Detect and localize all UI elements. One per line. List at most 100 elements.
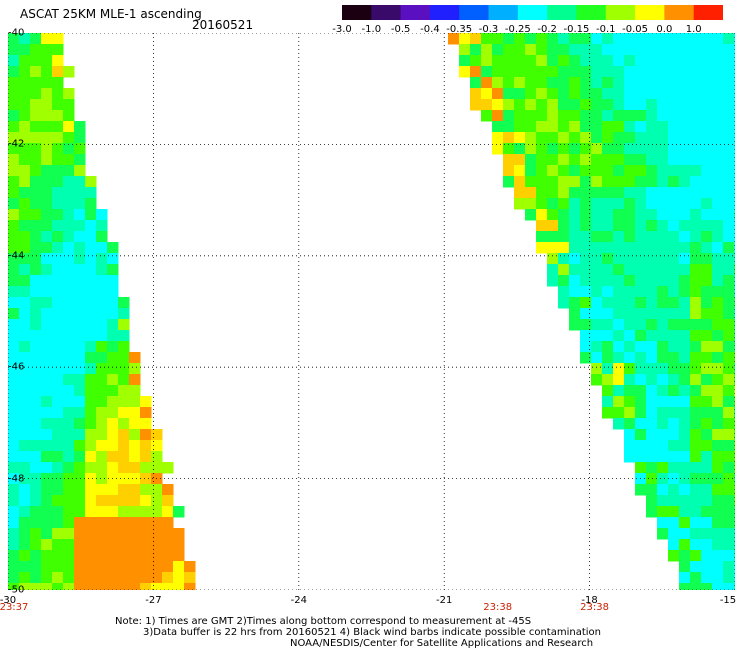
swath-cell — [52, 77, 64, 89]
swath-cell — [734, 583, 735, 590]
swath-cell — [8, 198, 20, 210]
swath-cell — [701, 143, 713, 155]
swath-cell — [668, 99, 680, 111]
swath-cell — [690, 242, 702, 254]
swath-cell — [569, 297, 581, 309]
swath-cell — [41, 363, 53, 375]
colorbar-label: -1.0 — [361, 24, 382, 35]
swath-cell — [41, 33, 53, 45]
swath-cell — [151, 484, 163, 496]
swath-cell — [646, 33, 658, 45]
swath-cell — [107, 517, 119, 529]
swath-cell — [635, 374, 647, 386]
swath-cell — [525, 187, 537, 199]
swath-cell — [613, 242, 625, 254]
swath-cell — [118, 297, 130, 309]
swath-cell — [679, 352, 691, 364]
swath-cell — [514, 165, 526, 177]
swath-cell — [734, 286, 735, 298]
swath-cell — [129, 539, 141, 551]
swath-cell — [492, 132, 504, 144]
swath-cell — [668, 286, 680, 298]
swath-cell — [690, 198, 702, 210]
swath-cell — [668, 341, 680, 353]
swath-cell — [712, 220, 724, 232]
swath-cell — [690, 451, 702, 463]
swath-cell — [723, 363, 735, 375]
swath-cell — [41, 396, 53, 408]
swath-cell — [8, 506, 20, 518]
swath-cell — [591, 308, 603, 320]
swath-cell — [701, 176, 713, 188]
swath-cell — [30, 44, 42, 56]
swath-cell — [690, 33, 702, 45]
swath-cell — [85, 550, 97, 562]
swath-cell — [514, 176, 526, 188]
swath-cell — [690, 264, 702, 276]
swath-cell — [52, 33, 64, 45]
longitude-label: -21 — [436, 595, 453, 606]
swath-cell — [723, 462, 735, 474]
swath-cell — [723, 341, 735, 353]
latitude-label: -48 — [8, 473, 25, 485]
swath-cell — [140, 495, 152, 507]
swath-cell — [558, 88, 570, 100]
swath-cell — [734, 330, 735, 342]
swath-cell — [657, 308, 669, 320]
swath-cell — [96, 451, 108, 463]
swath-cell — [701, 66, 713, 78]
swath-cell — [30, 99, 42, 111]
swath-cell — [679, 330, 691, 342]
swath-cell — [657, 209, 669, 221]
swath-cell — [96, 528, 108, 540]
swath-cell — [734, 539, 735, 551]
swath-cell — [525, 176, 537, 188]
swath-cell — [679, 242, 691, 254]
swath-cell — [173, 539, 185, 551]
swath-cell — [41, 583, 53, 590]
swath-cell — [723, 374, 735, 386]
swath-cell — [657, 44, 669, 56]
swath-cell — [536, 121, 548, 133]
swath-cell — [129, 396, 141, 408]
swath-cell — [140, 583, 152, 590]
swath-cell — [712, 110, 724, 122]
swath-cell — [679, 374, 691, 386]
swath-cell — [63, 132, 75, 144]
swath-cell — [107, 264, 119, 276]
swath-cell — [734, 33, 735, 45]
swath-cell — [679, 341, 691, 353]
swath-cell — [668, 209, 680, 221]
swath-cell — [459, 66, 471, 78]
swath-cell — [613, 330, 625, 342]
swath-cell — [690, 440, 702, 452]
swath-cell — [690, 154, 702, 166]
swath-cell — [712, 99, 724, 111]
swath-cell — [635, 99, 647, 111]
swath-cell — [646, 341, 658, 353]
swath-cell — [613, 198, 625, 210]
swath-cell — [602, 297, 614, 309]
swath-cell — [591, 121, 603, 133]
swath-cell — [569, 231, 581, 243]
swath-cell — [30, 341, 42, 353]
swath-cell — [52, 99, 64, 111]
swath-cell — [107, 396, 119, 408]
swath-cell — [657, 77, 669, 89]
swath-cell — [536, 165, 548, 177]
swath-cell — [151, 572, 163, 584]
swath-cell — [558, 231, 570, 243]
swath-cell — [63, 385, 75, 397]
swath-cell — [96, 308, 108, 320]
swath-cell — [657, 33, 669, 45]
swath-cell — [19, 121, 31, 133]
swath-cell — [580, 110, 592, 122]
swath-cell — [712, 275, 724, 287]
swath-cell — [679, 385, 691, 397]
swath-cell — [74, 473, 86, 485]
colorbar-label: -0.05 — [622, 24, 648, 35]
swath-cell — [591, 88, 603, 100]
swath-cell — [8, 429, 20, 441]
swath-cell — [679, 462, 691, 474]
swath-cell — [635, 44, 647, 56]
